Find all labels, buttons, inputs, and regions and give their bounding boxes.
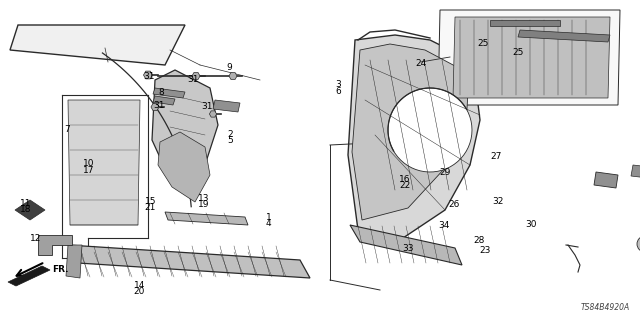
- Polygon shape: [143, 71, 152, 79]
- Polygon shape: [594, 172, 618, 188]
- Polygon shape: [10, 25, 185, 65]
- Text: 15: 15: [145, 197, 156, 206]
- Text: 1: 1: [266, 213, 271, 222]
- Text: 7: 7: [65, 125, 70, 134]
- Polygon shape: [158, 132, 210, 202]
- Polygon shape: [631, 165, 640, 178]
- Text: 29: 29: [439, 168, 451, 177]
- Text: 25: 25: [513, 48, 524, 57]
- Text: 5: 5: [228, 136, 233, 145]
- Text: 30: 30: [525, 220, 537, 229]
- Text: 19: 19: [198, 200, 209, 209]
- Text: 4: 4: [266, 220, 271, 228]
- Polygon shape: [209, 111, 216, 117]
- Text: 16: 16: [399, 175, 411, 184]
- Polygon shape: [38, 235, 72, 255]
- Text: 14: 14: [134, 281, 145, 290]
- Text: 27: 27: [490, 152, 502, 161]
- Polygon shape: [388, 88, 472, 172]
- Polygon shape: [68, 245, 310, 278]
- Polygon shape: [8, 266, 50, 286]
- Polygon shape: [213, 100, 240, 112]
- Circle shape: [637, 236, 640, 252]
- Polygon shape: [165, 212, 248, 225]
- Text: 9: 9: [227, 63, 232, 72]
- Text: 25: 25: [477, 39, 489, 48]
- Text: FR.: FR.: [52, 266, 68, 275]
- Polygon shape: [350, 225, 462, 265]
- Polygon shape: [151, 103, 159, 110]
- Polygon shape: [453, 17, 610, 98]
- Text: 6: 6: [335, 87, 340, 96]
- Polygon shape: [15, 200, 45, 220]
- Text: 34: 34: [438, 221, 449, 230]
- Text: 26: 26: [449, 200, 460, 209]
- Text: 11: 11: [20, 199, 31, 208]
- Polygon shape: [352, 44, 468, 220]
- Polygon shape: [518, 30, 610, 42]
- Text: 2: 2: [228, 130, 233, 139]
- Polygon shape: [192, 73, 200, 79]
- Text: 33: 33: [403, 244, 414, 253]
- Text: 18: 18: [20, 205, 31, 214]
- Polygon shape: [152, 70, 218, 192]
- Polygon shape: [348, 35, 480, 240]
- Text: 21: 21: [145, 204, 156, 212]
- Text: 8: 8: [159, 88, 164, 97]
- Text: TS84B4920A: TS84B4920A: [580, 303, 630, 312]
- Text: 28: 28: [473, 236, 484, 245]
- Polygon shape: [229, 73, 237, 79]
- Polygon shape: [438, 10, 620, 105]
- Text: 10: 10: [83, 159, 94, 168]
- Text: 22: 22: [399, 181, 411, 190]
- Text: 17: 17: [83, 166, 94, 175]
- Text: 20: 20: [134, 287, 145, 296]
- Text: 23: 23: [479, 246, 491, 255]
- Text: 31: 31: [188, 75, 199, 84]
- Text: 3: 3: [335, 80, 340, 89]
- Polygon shape: [68, 100, 140, 225]
- Text: 31: 31: [153, 101, 164, 110]
- Text: 31: 31: [201, 102, 212, 111]
- Text: 24: 24: [415, 59, 427, 68]
- Text: 12: 12: [29, 234, 41, 243]
- Text: 32: 32: [492, 197, 504, 206]
- Text: 13: 13: [198, 194, 209, 203]
- Polygon shape: [153, 88, 185, 98]
- Text: 31: 31: [143, 72, 155, 81]
- Polygon shape: [153, 96, 175, 105]
- Polygon shape: [490, 20, 560, 26]
- Polygon shape: [66, 245, 82, 278]
